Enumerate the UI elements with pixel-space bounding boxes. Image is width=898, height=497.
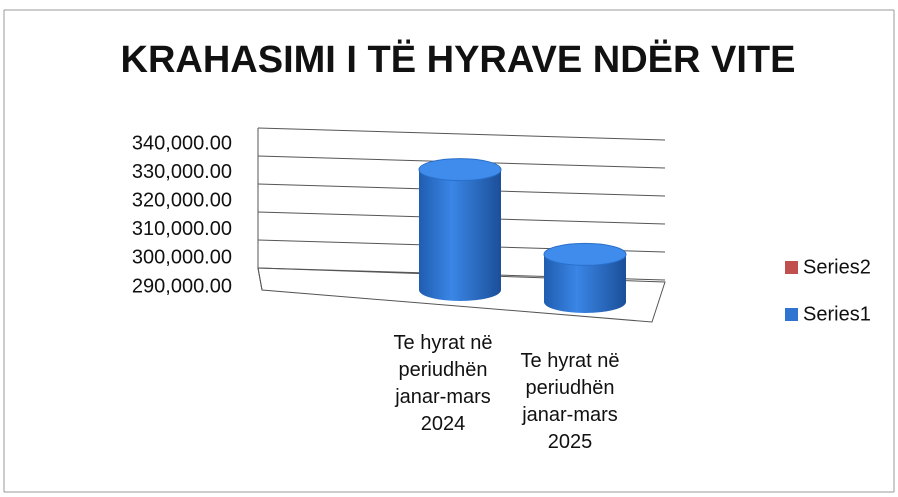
legend-label: Series1 [803,303,871,325]
cylinder-top [543,242,627,266]
y-tick-label: 290,000.00 [132,275,232,297]
x-tick-label: Te hyrat në periudhën janar-mars 2025 [520,350,620,453]
legend-label: Series2 [803,256,871,278]
legend-swatch [785,261,798,274]
chart-title: KRAHASIMI I TË HYRAVE NDËR VITE [121,38,796,81]
cylinder-top [418,158,502,182]
grid-line [257,127,666,141]
y-tick-label: 330,000.00 [132,161,232,183]
y-tick-label: 320,000.00 [132,189,232,211]
legend-swatch [785,308,798,321]
cylinder [419,169,501,301]
cylinder [544,254,626,313]
y-tick-label: 340,000.00 [132,132,232,154]
wall-edge [257,267,263,291]
x-tick-label: Te hyrat në periudhën janar-mars 2024 [393,332,493,435]
y-tick-label: 300,000.00 [132,247,232,269]
y-tick-label: 310,000.00 [132,218,232,240]
